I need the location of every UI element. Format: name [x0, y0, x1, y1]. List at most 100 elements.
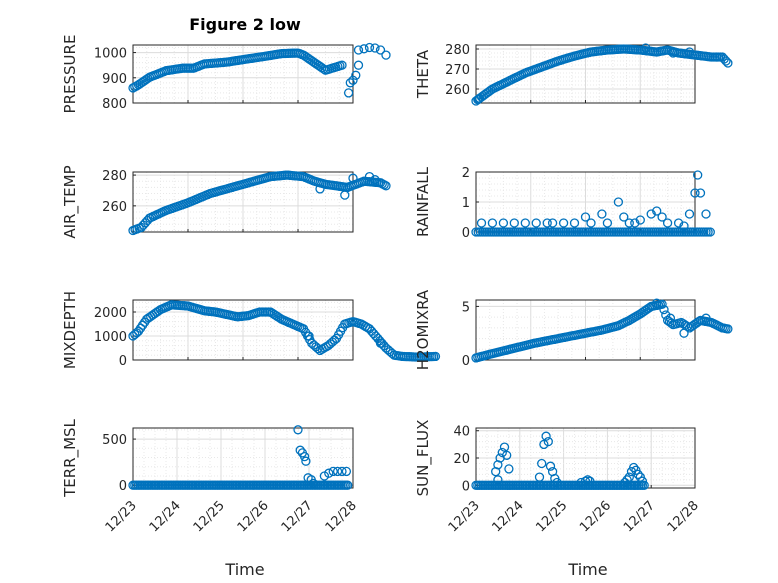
data-point [504, 464, 514, 474]
x-tick-label: 12/28 [665, 498, 702, 535]
data-point [345, 78, 355, 88]
data-point [348, 173, 358, 183]
y-axis-label: SUN_FLUX [414, 420, 433, 497]
data-point [684, 47, 695, 57]
data-point [343, 88, 354, 98]
x-axis-label-left: Time [224, 560, 264, 579]
data-point [509, 218, 519, 228]
y-tick-label: 1000 [94, 47, 127, 62]
data-point [381, 181, 391, 191]
data-point [299, 451, 310, 462]
data-point [657, 212, 667, 222]
data-point [659, 304, 669, 315]
y-axis-label: H2OMIXRA [414, 289, 432, 370]
data-point [721, 56, 731, 66]
y-tick-label: 260 [445, 83, 470, 98]
data-point [629, 462, 639, 473]
y-tick-label: 0 [462, 354, 470, 369]
data-point [597, 209, 607, 219]
data-point [381, 50, 391, 60]
data-point [370, 175, 380, 185]
y-tick-label: 800 [102, 97, 127, 112]
y-tick-label: 0 [119, 354, 127, 369]
data-point [624, 218, 634, 228]
data-point [690, 188, 700, 198]
data-point [337, 60, 347, 70]
x-tick-label: 12/28 [323, 498, 360, 535]
data-point [693, 316, 704, 327]
data-point [541, 431, 551, 441]
x-tick-label: 12/26 [577, 498, 614, 535]
data-point [657, 299, 667, 309]
data-point [315, 184, 325, 194]
data-point [379, 180, 389, 190]
subplot-8: 12/23 12/24 12/25 12/26 12/27 12/28 0 20 40 SUN_F… [414, 420, 702, 536]
y-tick-label: 0 [119, 479, 127, 494]
subplot-5: 0 1000 2000 MIXDEPTH [61, 291, 441, 369]
data-point [498, 218, 509, 228]
data-point [652, 206, 662, 216]
y-tick-label: 0 [462, 479, 470, 494]
data-point [569, 218, 580, 228]
y-axis-label: THETA [414, 49, 432, 99]
data-point [295, 445, 305, 455]
data-point [364, 42, 375, 53]
data-point [476, 218, 487, 228]
x-tick-label: 12/26 [235, 498, 272, 535]
subplot-7: 12/23 12/24 12/25 12/26 12/27 12/28 0 500 TERR_M… [61, 418, 360, 535]
x-tick-label: 12/25 [191, 498, 228, 535]
x-tick-label: 12/25 [533, 498, 570, 535]
y-tick-label: 500 [102, 433, 127, 448]
data-point [341, 466, 352, 477]
subplot-2: 260 270 280 THETA [414, 43, 733, 106]
data-point [646, 209, 656, 219]
data-point [353, 45, 364, 55]
y-axis-label: TERR_MSL [61, 418, 80, 497]
data-point [499, 442, 510, 452]
x-tick-label: 12/27 [621, 498, 658, 535]
data-point [679, 328, 689, 338]
data-point [705, 227, 715, 237]
data-point [701, 209, 711, 219]
data-point [351, 70, 361, 80]
data-point [537, 458, 547, 469]
data-point [580, 212, 591, 222]
data-point [695, 188, 706, 198]
data-point [613, 197, 624, 207]
data-point [430, 351, 441, 362]
data-point [502, 450, 512, 460]
data-point [304, 331, 314, 341]
y-axis-label: MIXDEPTH [61, 291, 79, 369]
data-point [324, 468, 334, 478]
data-point [558, 218, 569, 228]
data-point [673, 218, 684, 228]
data-point [693, 170, 703, 180]
y-axis-label: PRESSURE [61, 35, 79, 114]
data-point [520, 218, 530, 228]
data-point [301, 456, 311, 466]
x-tick-label: 12/27 [279, 498, 316, 535]
y-tick-label: 260 [102, 200, 127, 215]
data-point [332, 466, 343, 477]
data-point [353, 60, 364, 70]
data-point [474, 94, 484, 104]
data-point [343, 480, 353, 490]
data-point [639, 480, 649, 490]
x-tick-label: 12/23 [446, 498, 483, 535]
data-point [712, 52, 722, 62]
y-tick-label: 280 [445, 43, 470, 58]
data-point [375, 45, 386, 55]
data-point [364, 171, 375, 182]
data-point [701, 313, 711, 323]
x-tick-label: 12/24 [490, 498, 527, 535]
y-tick-label: 5 [462, 300, 470, 315]
x-tick-label: 12/24 [147, 498, 184, 535]
data-point [679, 221, 689, 231]
y-tick-label: 0 [462, 226, 470, 241]
data-point [662, 218, 673, 228]
y-tick-label: 20 [453, 452, 470, 467]
data-point [328, 466, 338, 477]
data-point [652, 298, 662, 308]
x-axis-label-right: Time [567, 560, 607, 579]
